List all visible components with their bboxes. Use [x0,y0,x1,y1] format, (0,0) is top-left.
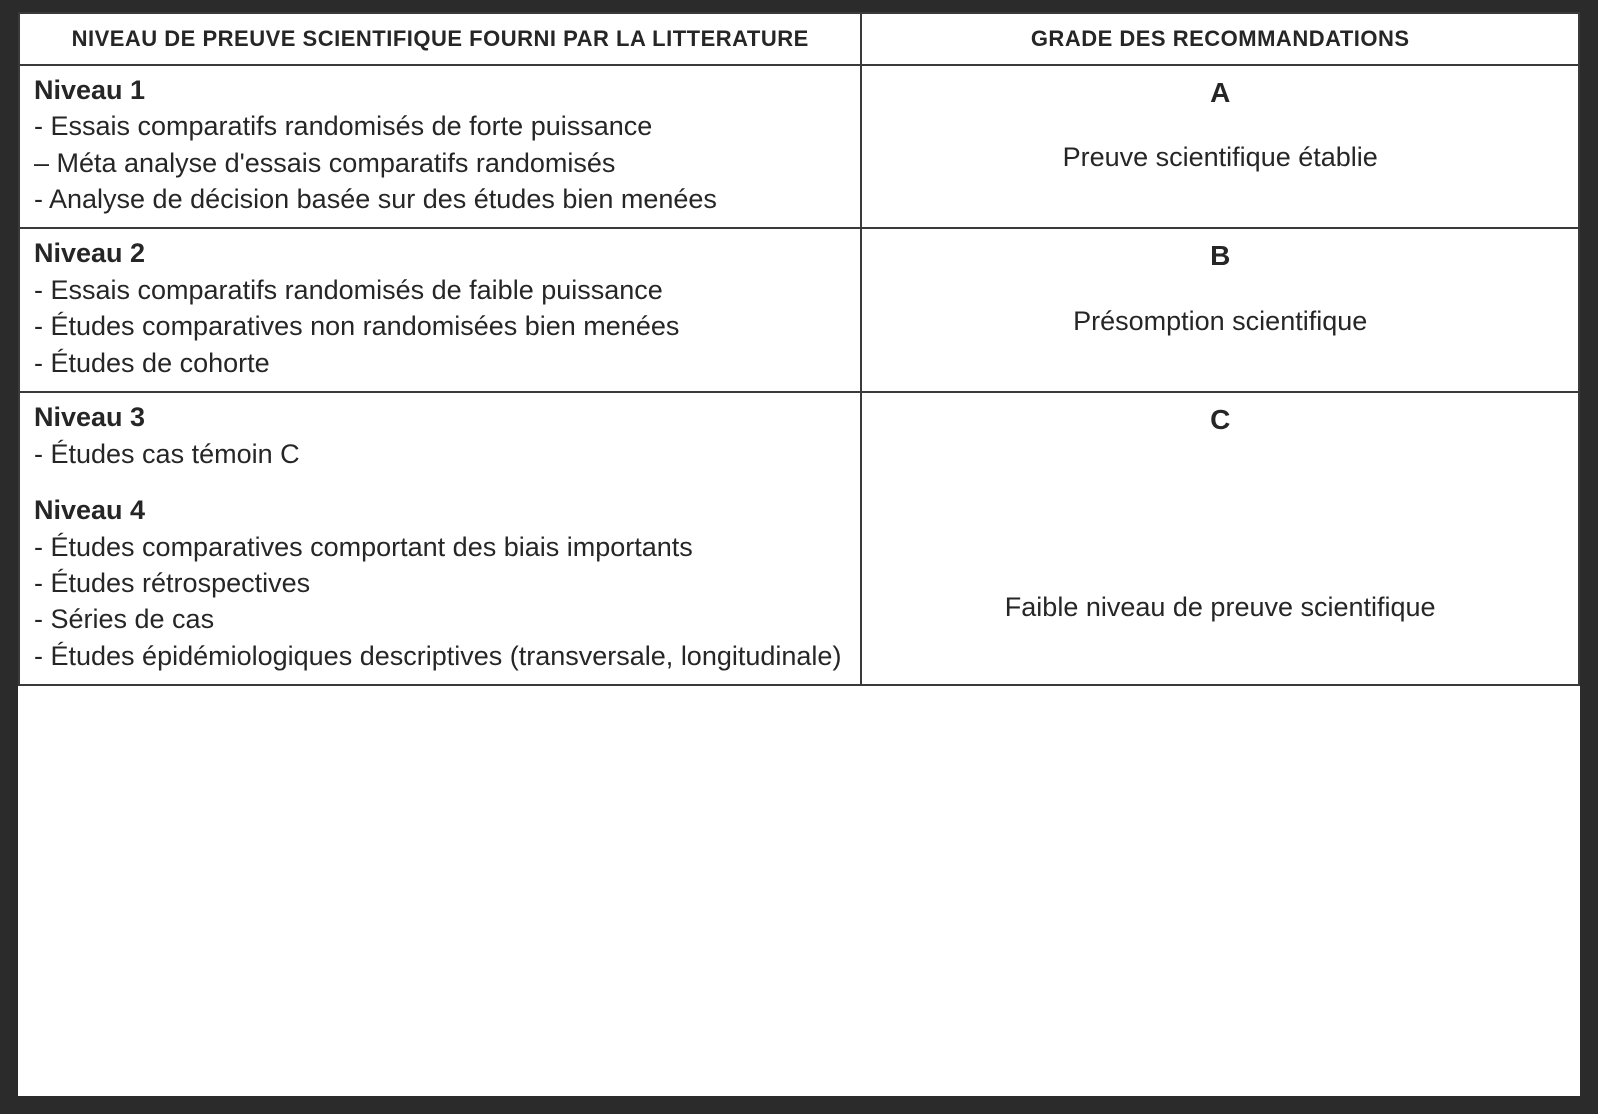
level-title: Niveau 2 [34,238,145,268]
level-item: – Méta analyse d'essais comparatifs rand… [34,145,846,181]
level-title: Niveau 4 [34,495,145,525]
grade-cell-a: A Preuve scientifique établie [861,65,1579,229]
table-row: Niveau 2 - Essais comparatifs randomisés… [19,228,1579,392]
grade-letter: B [876,237,1564,275]
grade-letter: A [876,74,1564,112]
level-item: - Études cas témoin C [34,436,846,472]
spacer [34,472,846,492]
evidence-cell-level-1: Niveau 1 - Essais comparatifs randomisés… [19,65,861,229]
level-item: - Études épidémiologiques descriptives (… [34,638,846,674]
grade-description: Faible niveau de preuve scientifique [876,589,1564,625]
table-header-row: NIVEAU DE PREUVE SCIENTIFIQUE FOURNI PAR… [19,13,1579,65]
evidence-grade-table: NIVEAU DE PREUVE SCIENTIFIQUE FOURNI PAR… [18,12,1580,686]
evidence-cell-level-2: Niveau 2 - Essais comparatifs randomisés… [19,228,861,392]
header-recommendation-grade: GRADE DES RECOMMANDATIONS [861,13,1579,65]
document-sheet: NIVEAU DE PREUVE SCIENTIFIQUE FOURNI PAR… [18,12,1580,1096]
level-item: - Essais comparatifs randomisés de forte… [34,108,846,144]
table-row: Niveau 1 - Essais comparatifs randomisés… [19,65,1579,229]
level-title: Niveau 3 [34,402,145,432]
level-item: - Études comparatives non randomisées bi… [34,308,846,344]
level-item: - Études comparatives comportant des bia… [34,529,846,565]
level-item: - Essais comparatifs randomisés de faibl… [34,272,846,308]
grade-cell-b: B Présomption scientifique [861,228,1579,392]
grade-cell-c: C Faible niveau de preuve scientifique [861,392,1579,685]
page-frame: NIVEAU DE PREUVE SCIENTIFIQUE FOURNI PAR… [0,0,1598,1114]
grade-letter: C [876,401,1564,439]
header-evidence-level: NIVEAU DE PREUVE SCIENTIFIQUE FOURNI PAR… [19,13,861,65]
grade-description: Preuve scientifique établie [876,139,1564,175]
level-item: - Analyse de décision basée sur des étud… [34,181,846,217]
level-item: - Études de cohorte [34,345,846,381]
level-item: - Études rétrospectives [34,565,846,601]
table-row: Niveau 3 - Études cas témoin C Niveau 4 … [19,392,1579,685]
evidence-cell-level-3-4: Niveau 3 - Études cas témoin C Niveau 4 … [19,392,861,685]
level-item: - Séries de cas [34,601,846,637]
level-title: Niveau 1 [34,75,145,105]
grade-description: Présomption scientifique [876,303,1564,339]
